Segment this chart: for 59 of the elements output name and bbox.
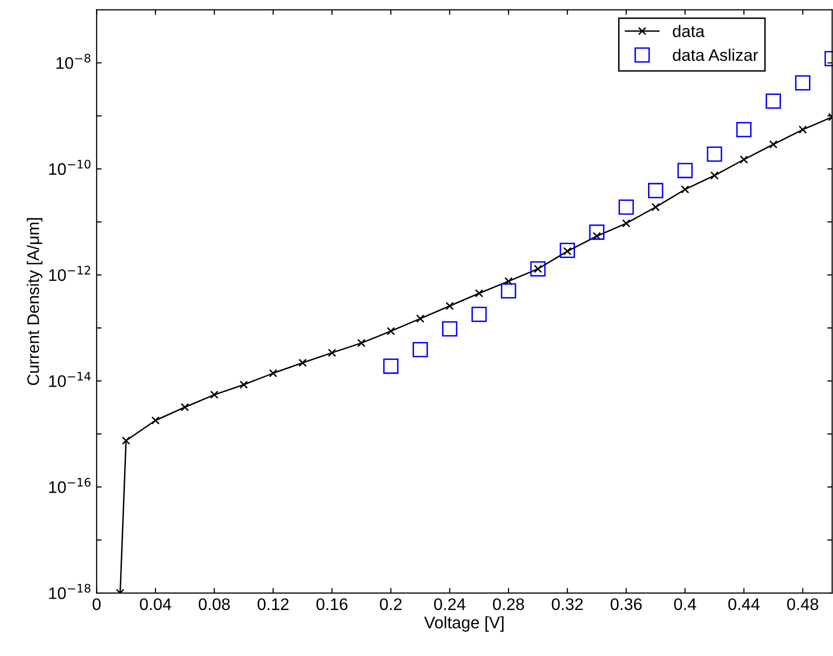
y-tick-label: 10$^{−16}$ xyxy=(49,478,91,494)
point xyxy=(766,93,781,109)
x-tick-label: 0.36 xyxy=(610,598,642,610)
point xyxy=(446,302,454,310)
point xyxy=(298,358,307,367)
point xyxy=(500,283,516,299)
point xyxy=(740,155,748,164)
legend-label: data xyxy=(672,24,705,38)
point xyxy=(383,358,398,374)
x-tick-label: 0.2 xyxy=(380,598,402,610)
point xyxy=(122,436,130,445)
point xyxy=(736,122,752,138)
x-tick-label: 0.28 xyxy=(492,598,524,610)
point xyxy=(560,242,576,258)
y-tick-label: 10$^{−14}$ xyxy=(49,372,91,388)
point xyxy=(677,162,693,178)
point xyxy=(680,185,690,194)
point xyxy=(412,342,428,358)
point xyxy=(648,182,664,198)
point xyxy=(151,416,160,425)
y-tick-label: 10$^{−12}$ xyxy=(49,266,90,281)
point xyxy=(651,202,660,212)
x-tick-label: 0.04 xyxy=(140,598,172,610)
point xyxy=(622,219,630,228)
x-tick-label: 0.44 xyxy=(728,598,760,610)
point xyxy=(706,146,722,162)
x-tick-label: 0.48 xyxy=(787,598,818,610)
point xyxy=(240,380,248,389)
legend-label: data Aslizar xyxy=(672,48,758,61)
x-tick-label: 0.4 xyxy=(674,598,696,610)
y-tick-label: 10$^{−18}$ xyxy=(49,584,90,600)
y-tick-label: 10$^{−8}$ xyxy=(56,54,90,69)
point xyxy=(268,369,278,378)
x-tick-label: 0.08 xyxy=(198,598,230,610)
point xyxy=(210,390,218,399)
point xyxy=(471,306,487,322)
point xyxy=(416,314,424,323)
x-tick-label: 0.12 xyxy=(258,598,289,610)
point xyxy=(798,125,807,134)
point xyxy=(386,326,396,336)
x-tick-label: 0.16 xyxy=(316,598,348,610)
point xyxy=(795,75,810,90)
y-tick-label: 10$^{−10}$ xyxy=(49,160,90,175)
y-axis-title: Current Density [A/μm] xyxy=(26,218,42,386)
point xyxy=(504,277,513,286)
point xyxy=(357,338,366,348)
point xyxy=(710,171,719,180)
x-axis-title: Voltage [V] xyxy=(424,616,504,632)
point xyxy=(180,403,190,412)
x-tick-label: 0 xyxy=(92,598,101,610)
x-tick-label: 0.24 xyxy=(434,598,466,610)
point xyxy=(328,348,336,357)
x-tick-label: 0.32 xyxy=(552,598,583,610)
point xyxy=(618,199,634,215)
point xyxy=(589,224,604,240)
point xyxy=(442,321,458,337)
point xyxy=(530,261,546,277)
point xyxy=(474,289,484,298)
point xyxy=(769,140,778,149)
